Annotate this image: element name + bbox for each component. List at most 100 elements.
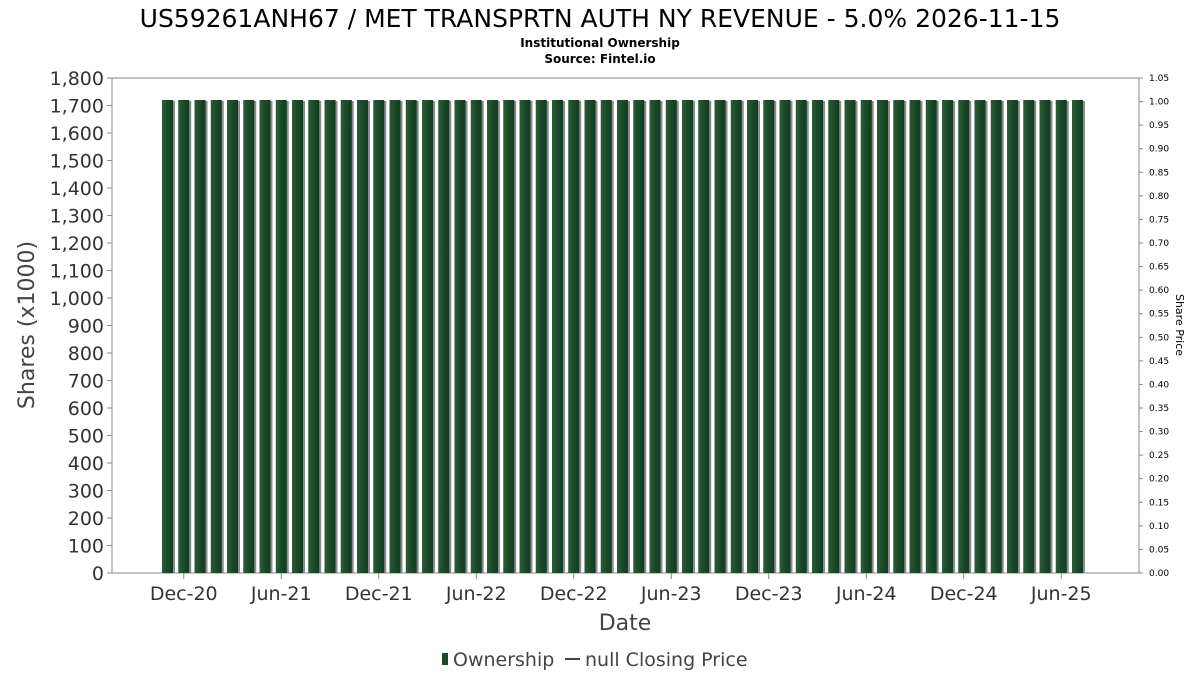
bar xyxy=(844,100,856,573)
y2-tick-label: 0.95 xyxy=(1149,121,1169,131)
y2-tick-label: 0.90 xyxy=(1149,145,1169,155)
y2-tick-label: 0.45 xyxy=(1149,357,1169,367)
y2-axis-label: Share Price xyxy=(1173,294,1186,356)
x-tick-label: Jun-23 xyxy=(640,583,702,605)
bar xyxy=(942,100,953,573)
y2-tick-label: 0.10 xyxy=(1149,522,1169,532)
bar xyxy=(925,100,937,573)
bar xyxy=(275,100,287,573)
y-tick-label: 1,700 xyxy=(50,96,104,118)
bar xyxy=(470,100,482,573)
bar xyxy=(1007,100,1018,573)
y-tick-label: 1,600 xyxy=(50,123,104,145)
bar xyxy=(828,100,840,573)
y2-tick-label: 0.35 xyxy=(1149,404,1169,414)
bar xyxy=(519,100,531,573)
y2-tick-label: 1.05 xyxy=(1149,74,1169,84)
x-tick-label: Jun-25 xyxy=(1030,583,1092,605)
bar xyxy=(535,100,547,573)
y-tick-label: 700 xyxy=(68,371,104,393)
x-axis-label: Date xyxy=(599,611,652,636)
bar xyxy=(958,100,970,573)
bar xyxy=(1072,100,1083,573)
bar xyxy=(747,100,758,573)
bar xyxy=(682,100,693,573)
bar xyxy=(454,100,466,573)
bar xyxy=(487,100,498,573)
x-tick-label: Dec-24 xyxy=(930,583,998,605)
chart-title: US59261ANH67 / MET TRANSPRTN AUTH NY REV… xyxy=(140,4,1061,33)
y-tick-label: 1,200 xyxy=(50,233,104,255)
y2-tick-label: 0.00 xyxy=(1149,569,1169,579)
bar xyxy=(389,100,401,573)
y2-tick-label: 0.80 xyxy=(1149,192,1169,202)
y-tick-label: 900 xyxy=(68,316,104,338)
bar xyxy=(714,100,726,573)
bar xyxy=(584,100,596,573)
bar xyxy=(405,100,417,573)
bar xyxy=(877,100,888,573)
bar xyxy=(698,100,710,573)
y-tick-label: 1,500 xyxy=(50,151,104,173)
bar xyxy=(324,100,336,573)
y-tick-label: 1,300 xyxy=(50,206,104,228)
x-tick-label: Jun-24 xyxy=(835,583,897,605)
y2-tick-label: 0.50 xyxy=(1149,333,1169,343)
bar xyxy=(227,100,238,573)
y2-tick-label: 0.85 xyxy=(1149,168,1169,178)
bar xyxy=(763,100,775,573)
bar xyxy=(990,100,1002,573)
y-axis-right: 0.00 0.05 0.10 0.15 0.20 0.25 0.30 0.35 0.40 0.45… xyxy=(1139,74,1169,579)
bar xyxy=(340,100,352,573)
legend-swatch-ownership xyxy=(442,653,448,665)
y2-tick-label: 0.40 xyxy=(1149,380,1169,390)
x-axis: Dec-20 Jun-21 Dec-21 Jun-22 Dec-22 Jun-23 Dec-… xyxy=(150,573,1092,605)
bar xyxy=(357,100,368,573)
y2-tick-label: 0.30 xyxy=(1149,428,1169,438)
legend-label-ownership: Ownership xyxy=(453,649,554,671)
bar xyxy=(162,100,173,573)
y2-tick-label: 0.60 xyxy=(1149,286,1169,296)
x-tick-label: Dec-20 xyxy=(150,583,218,605)
bar-series-ownership xyxy=(162,100,1085,573)
y2-tick-label: 0.65 xyxy=(1149,263,1169,273)
x-tick-label: Dec-23 xyxy=(735,583,803,605)
bar xyxy=(194,100,206,573)
y-tick-label: 0 xyxy=(92,563,104,585)
bar xyxy=(730,100,742,573)
bar xyxy=(552,100,563,573)
bar xyxy=(373,100,385,573)
y-tick-label: 1,100 xyxy=(50,261,104,283)
y-axis-left: 0 100 200 300 400 500 600 700 800 900 1,000 1,100 1,… xyxy=(50,68,112,585)
x-tick-label: Jun-21 xyxy=(250,583,312,605)
y-tick-label: 600 xyxy=(68,398,104,420)
bar xyxy=(243,100,255,573)
x-tick-label: Dec-22 xyxy=(540,583,608,605)
bar xyxy=(909,100,921,573)
bar xyxy=(259,100,271,573)
bar xyxy=(178,100,190,573)
legend-label-closing-price: null Closing Price xyxy=(585,649,748,671)
bar xyxy=(974,100,986,573)
y-tick-label: 300 xyxy=(68,481,104,503)
bar xyxy=(665,100,677,573)
y-tick-label: 1,400 xyxy=(50,178,104,200)
y2-tick-label: 1.00 xyxy=(1149,98,1169,108)
y-tick-label: 200 xyxy=(68,508,104,530)
y-tick-label: 100 xyxy=(68,536,104,558)
x-tick-label: Jun-22 xyxy=(445,583,507,605)
y2-tick-label: 0.15 xyxy=(1149,498,1169,508)
bar xyxy=(292,100,303,573)
y2-tick-label: 0.25 xyxy=(1149,451,1169,461)
y2-tick-label: 0.75 xyxy=(1149,215,1169,225)
bar xyxy=(438,100,450,573)
y2-tick-label: 0.70 xyxy=(1149,239,1169,249)
y-tick-label: 1,800 xyxy=(50,68,104,90)
bar xyxy=(422,100,433,573)
bar xyxy=(617,100,628,573)
chart-subtitle-line-1: Institutional Ownership xyxy=(520,36,680,50)
y-tick-label: 400 xyxy=(68,453,104,475)
y2-tick-label: 0.20 xyxy=(1149,475,1169,485)
bar xyxy=(860,100,872,573)
bar xyxy=(649,100,661,573)
